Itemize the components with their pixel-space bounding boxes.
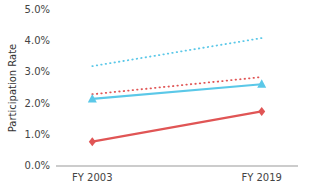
- series-line: [92, 111, 261, 141]
- x-tick-label: FY 2019: [241, 172, 282, 183]
- series-marker: [258, 107, 265, 116]
- series-marker: [257, 79, 266, 88]
- y-tick-label: 1.0%: [25, 129, 50, 140]
- y-tick-label: 0.0%: [25, 160, 50, 171]
- plot-area: [88, 38, 266, 146]
- x-axis-line: [56, 166, 298, 167]
- y-axis-label: Participation Rate: [7, 44, 18, 133]
- chart: 0.0% 1.0% 2.0% 3.0% 4.0% 5.0% Participation Ra…: [0, 0, 312, 192]
- y-tick-label: 3.0%: [25, 66, 50, 77]
- y-tick-label: 5.0%: [25, 4, 50, 15]
- y-tick-label: 2.0%: [25, 98, 50, 109]
- series-line: [92, 84, 261, 99]
- series-line: [92, 38, 261, 66]
- x-tick-label: FY 2003: [72, 172, 113, 183]
- series-marker: [89, 137, 96, 146]
- y-tick-label: 4.0%: [25, 35, 50, 46]
- series-marker: [88, 94, 97, 103]
